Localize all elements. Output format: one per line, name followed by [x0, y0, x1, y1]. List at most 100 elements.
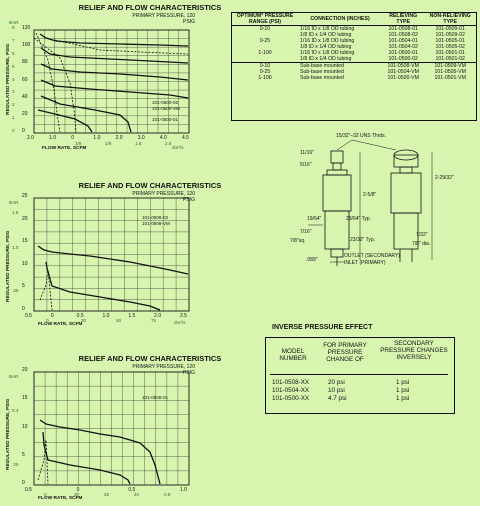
legend-item: 101-0508-VM — [142, 220, 170, 226]
inverse-cell: 20 psi — [328, 379, 345, 386]
table-cell: 101-0505-01 — [435, 38, 465, 44]
chart-1-bar-unit: BAR — [9, 20, 19, 25]
legend-item: 101-0508-01 — [142, 395, 169, 400]
y-tick: 100 — [22, 42, 31, 49]
table-cell: 101-0500-VM — [387, 75, 419, 81]
inverse-cell: 1 psi — [396, 395, 410, 402]
dim-2-5-8: 2-5/8" — [363, 192, 377, 198]
thread-left — [332, 162, 342, 171]
chart-2-xunit-alt: dm³/s — [174, 320, 186, 325]
y-tick: 20 — [22, 215, 28, 222]
bar-tick: 1.0 — [12, 245, 19, 250]
table-row: 0-10 1/16 ID x 1/8 OD tubing 101-0508-01 10… — [232, 26, 476, 32]
y-tick: 15 — [22, 395, 28, 402]
table-row: 1/8 ID x 1/4 OD tubing 101-0508-02 101-050… — [232, 32, 476, 38]
table-row: 1-100 1/16 ID x 1/8 OD tubing 101-0500-01 1… — [232, 50, 476, 56]
table-cell: 101-0504-02 — [388, 44, 418, 50]
base-right — [393, 212, 419, 250]
inverse-cell: 101-0500-XX — [272, 395, 310, 402]
bar-tick: 1 — [12, 115, 15, 121]
inlet-label: INLET (PRIMARY) — [344, 260, 386, 266]
table-cell: 101-0509-01 — [435, 26, 465, 32]
dim-11-16: 11/16" — [300, 150, 314, 156]
body-right — [390, 172, 422, 214]
x-tick: 1.0 — [93, 135, 101, 141]
table-cell: 1/16 ID x 1/8 OD tubing — [300, 26, 355, 32]
bar-tick: .35 — [12, 462, 19, 467]
regulator-drawing — [308, 139, 433, 266]
x-tick: 1.0 — [180, 487, 187, 493]
x-tick: 0 — [50, 313, 54, 319]
dim-7-8-sq: 7/8"sq. — [290, 238, 306, 244]
x-tick: 1.0 — [102, 313, 110, 319]
inverse-cell: 1 psi — [396, 387, 410, 394]
table-cell: 101-0508-VM — [387, 63, 419, 69]
chart-3-xlabel: FLOW RATE, SCFM — [38, 496, 83, 501]
x-tick: 0.5 — [25, 313, 32, 319]
y-tick: 10 — [22, 260, 28, 267]
relief-curve-2 — [35, 32, 61, 133]
bar-tick: .35 — [12, 288, 19, 293]
dim-23-64: 23/64" Typ. — [346, 216, 372, 222]
inverse-col-header: FOR PRIMARY PRESSURE CHANGE OF — [323, 342, 367, 363]
m3-tick: 40 — [134, 492, 140, 497]
table-cell: 1/8 ID x 1/4 OD tubing — [300, 44, 352, 50]
table-cell: 101-0509-VM — [434, 63, 466, 69]
chart-1-plot — [33, 29, 190, 134]
chart-3-bar-unit: BAR — [9, 374, 19, 379]
y-tick: 0 — [22, 306, 25, 312]
m3-tick: 50 — [116, 318, 122, 323]
dim-thread: 15/32"–32 UNS Thrds. — [336, 133, 387, 139]
curve-101-0508-01 — [39, 419, 161, 485]
inverse-col-header: SECONDARY PRESSURE CHANGES INVERSELY — [380, 340, 448, 361]
col-header: RELIEVING TYPE — [389, 13, 418, 25]
table-row: 0-25 1/16 ID x 1/8 OD tubing 101-0504-01 10… — [232, 38, 476, 44]
table-cell: 0-25 — [259, 69, 271, 75]
table-cell: 101-0504-VM — [387, 69, 419, 75]
y-tick: 10 — [22, 423, 28, 430]
curve-101-0508-02 — [37, 245, 189, 275]
dim-2-29-32: 2-29/32" — [435, 175, 454, 181]
y-tick: 60 — [22, 76, 28, 83]
x-tick: 0.5 — [76, 313, 84, 319]
bar-tick: 1.5 — [12, 210, 19, 215]
bar-tick: 0.4 — [12, 408, 19, 413]
table-cell: 101-0501-02 — [435, 56, 465, 62]
bar-tick: 7 — [12, 37, 15, 43]
table-cell: 101-0501-01 — [435, 50, 465, 56]
table-row: 1-100 Sub-base mounted 101-0500-VM 101-0501… — [232, 75, 476, 81]
table-cell: 1/16 ID x 1/8 OD tubing — [300, 38, 355, 44]
bar-tick: 3 — [12, 89, 15, 95]
y-tick: 0 — [22, 128, 25, 134]
curve-3 — [40, 63, 189, 81]
y-tick: 40 — [22, 93, 28, 100]
table-cell: 0-10 — [259, 26, 271, 32]
chart-3-title: RELIEF AND FLOW CHARACTERISTICS — [78, 354, 222, 363]
m3-tick: 30 — [74, 492, 80, 497]
x-tick: 4.5 — [182, 135, 189, 141]
relief-curve — [37, 439, 49, 485]
chart-2-frame — [33, 197, 190, 312]
bar-tick: 0 — [12, 128, 15, 133]
y-tick: 5 — [22, 283, 25, 290]
table-cell: 101-0508-01 — [388, 26, 418, 32]
legend-item: 101-0500-01 — [152, 117, 179, 123]
inverse-cell: 101-0508-XX — [272, 379, 310, 386]
table-cell: 1/8 ID x 1/4 OD tubing — [300, 56, 352, 62]
col-header: OPTIMUM* PRESSURE RANGE (PSI) — [236, 13, 294, 25]
spec-table-box: OPTIMUM* PRESSURE RANGE (PSI) CONNECTION… — [231, 12, 477, 121]
chart-3-plot — [33, 371, 190, 486]
relief-curve-1 — [33, 37, 77, 133]
x-tick: 1.5 — [128, 313, 136, 319]
x-tick: 2.5 — [180, 313, 187, 319]
table-cell: Sub-base mounted — [300, 75, 344, 81]
chart-1-xlabel: FLOW RATE, SCFM — [42, 146, 87, 151]
table-row: 0-10 Sub-base mounted 101-0508-VM 101-0509-… — [232, 62, 476, 69]
col-header: CONNECTION (INCHES) — [310, 16, 370, 22]
chart-2-plot — [33, 197, 190, 312]
table-cell: 1-100 — [258, 75, 272, 81]
curve-101-0500-01 — [40, 95, 132, 133]
table-cell: Sub-base mounted — [300, 69, 344, 75]
table-cell: 101-0505-02 — [435, 44, 465, 50]
x-tick: 0 — [76, 487, 80, 493]
